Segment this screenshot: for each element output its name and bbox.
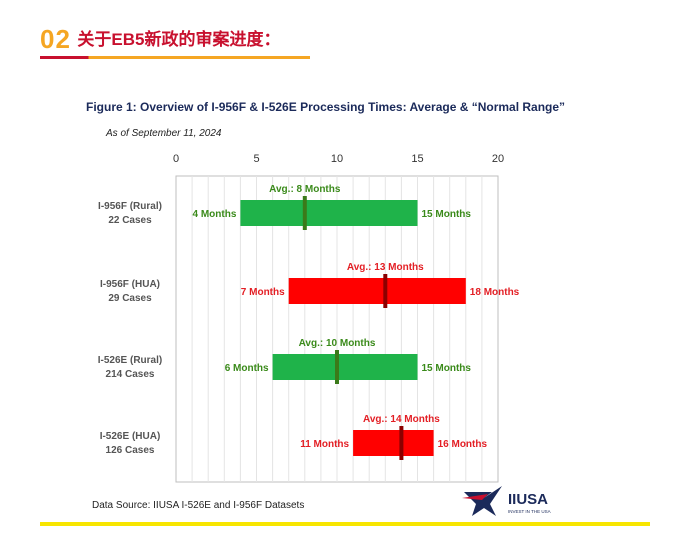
section-title: 关于EB5新政的审案进度： (77, 30, 281, 49)
logo-text: IIUSA (508, 491, 548, 508)
row-label: I-956F (HUA) (100, 279, 160, 290)
average-marker (335, 350, 339, 384)
section-header: 02 关于EB5新政的审案进度： (40, 24, 280, 55)
range-bar (288, 278, 466, 304)
min-label: 6 Months (225, 363, 269, 374)
max-label: 15 Months (422, 209, 472, 220)
x-tick-label: 5 (253, 153, 259, 165)
min-label: 11 Months (300, 439, 349, 450)
average-label: Avg.: 8 Months (269, 184, 341, 195)
row-label: I-526E (Rural) (98, 355, 162, 366)
section-number: 02 (40, 24, 71, 54)
row-label: I-526E (HUA) (100, 431, 161, 442)
row-label: I-956F (Rural) (98, 201, 162, 212)
row-case-count: 22 Cases (108, 215, 152, 226)
average-label: Avg.: 13 Months (347, 262, 424, 273)
x-tick-label: 10 (331, 153, 343, 165)
x-tick-label: 20 (492, 153, 504, 165)
average-marker (383, 274, 388, 308)
header-underline (40, 56, 310, 59)
max-label: 18 Months (470, 287, 520, 298)
average-label: Avg.: 10 Months (299, 338, 376, 349)
range-bar (353, 430, 434, 456)
min-label: 7 Months (241, 287, 285, 298)
figure-title: Figure 1: Overview of I-956F & I-526E Pr… (86, 100, 566, 114)
iiusa-logo: IIUSA INVEST IN THE USA (462, 486, 551, 516)
figure-subtitle: As of September 11, 2024 (106, 128, 222, 139)
processing-times-chart: 0 5 10 15 20 I-956F (Rural) 22 Cases Avg.: 8 Mo… (98, 153, 520, 483)
max-label: 16 Months (438, 439, 488, 450)
logo-tagline: INVEST IN THE USA (508, 509, 551, 514)
bottom-rule (40, 522, 650, 526)
row-case-count: 214 Cases (106, 369, 155, 380)
range-bar (240, 200, 418, 226)
x-tick-label: 15 (411, 153, 423, 165)
star-logo-icon (462, 486, 502, 516)
x-tick-label: 0 (173, 153, 179, 165)
row-case-count: 126 Cases (106, 445, 155, 456)
max-label: 15 Months (422, 363, 472, 374)
average-label: Avg.: 14 Months (363, 414, 440, 425)
data-source-note: Data Source: IIUSA I-526E and I-956F Dat… (92, 500, 305, 511)
average-marker (399, 426, 404, 460)
row-case-count: 29 Cases (108, 293, 152, 304)
average-marker (302, 196, 307, 230)
range-bar (272, 354, 418, 380)
min-label: 4 Months (193, 209, 237, 220)
